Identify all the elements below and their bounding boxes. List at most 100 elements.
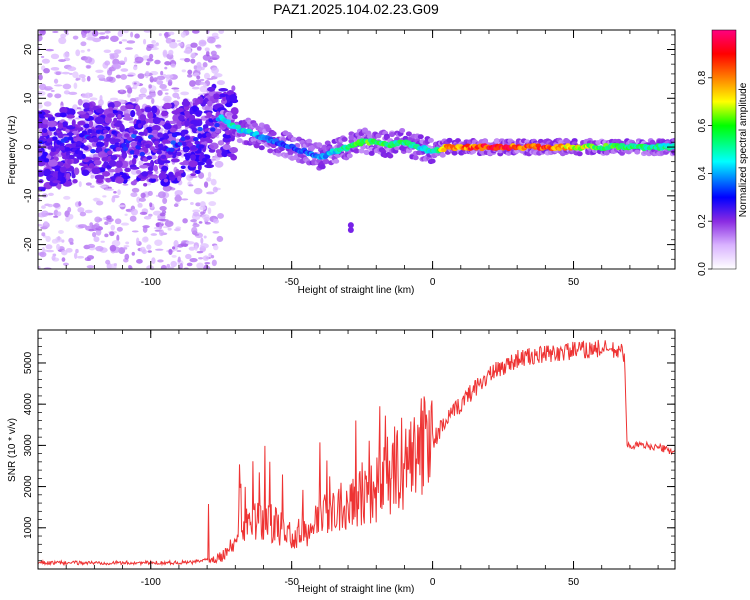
noise-blob [158, 33, 162, 37]
envelope-blob [270, 131, 277, 137]
noise-blob [93, 236, 100, 243]
cloud-blob [115, 176, 124, 184]
noise-blob [189, 258, 198, 263]
cloud-blob [131, 157, 137, 165]
cloud-blob [206, 100, 213, 107]
cloud-blob [190, 154, 197, 161]
cloud-blob [122, 117, 133, 121]
noise-blob [61, 257, 66, 262]
cloud-blob [163, 178, 169, 183]
noise-blob [146, 58, 154, 62]
noise-blob [143, 30, 152, 33]
noise-blob [123, 30, 129, 34]
noise-blob [137, 202, 143, 208]
ridge-blob [64, 147, 71, 152]
noise-blob [113, 63, 122, 70]
noise-blob [138, 160, 144, 166]
noise-blob [136, 258, 143, 264]
noise-blob [116, 226, 123, 232]
cloud-blob [150, 177, 157, 183]
noise-blob [167, 227, 172, 231]
noise-blob [146, 265, 154, 269]
noise-blob [56, 211, 62, 217]
noise-blob [192, 30, 200, 34]
noise-blob [56, 243, 61, 251]
noise-blob [89, 97, 98, 101]
envelope-blob [358, 148, 365, 154]
y-tick-label: 4000 [23, 393, 34, 416]
noise-blob [168, 248, 173, 255]
x-tick-label: -100 [141, 577, 161, 588]
envelope-blob [439, 152, 446, 158]
noise-blob [149, 53, 154, 59]
ridge-blob [169, 147, 175, 152]
noise-blob [188, 184, 194, 187]
noise-blob [212, 231, 220, 234]
noise-blob [135, 170, 142, 175]
cloud-blob [123, 113, 131, 118]
cloud-blob [85, 157, 93, 161]
noise-blob [72, 35, 79, 40]
noise-blob [176, 96, 181, 100]
ridge-blob [194, 140, 201, 146]
cloud-blob [190, 144, 198, 151]
ridge-blob [225, 119, 232, 124]
noise-blob [160, 70, 164, 76]
ridge-blob [145, 144, 151, 149]
cloud-blob [138, 131, 145, 136]
noise-blob [182, 218, 188, 224]
noise-blob [119, 89, 124, 93]
noise-blob [199, 41, 207, 45]
noise-blob [39, 30, 46, 36]
noise-blob [179, 262, 183, 269]
ridge-blob [193, 136, 199, 142]
noise-blob [204, 221, 211, 225]
noise-blob [181, 198, 189, 201]
noise-blob [89, 185, 95, 188]
cloud-blob [62, 121, 68, 128]
envelope-blob [341, 136, 348, 142]
cloud-blob [66, 132, 74, 136]
ridge-blob [83, 146, 89, 151]
snr-y-axis-label: SNR (10 * v/v) [7, 418, 18, 482]
cloud-blob [207, 86, 216, 92]
cloud-blob [122, 173, 128, 179]
colorbar-label: Normalized spectral amplitude [738, 82, 749, 217]
noise-blob [195, 202, 201, 207]
cloud-blob [143, 128, 148, 137]
cloud-blob [52, 180, 61, 184]
cloud-blob [57, 122, 64, 130]
snr-frame [37, 329, 676, 570]
noise-blob [129, 265, 133, 269]
envelope-blob [306, 138, 313, 144]
noise-blob [48, 192, 54, 196]
noise-blob [211, 259, 217, 267]
noise-blob [38, 103, 43, 109]
cloud-blob [130, 180, 137, 186]
noise-blob [96, 200, 104, 206]
noise-blob [123, 245, 130, 248]
noise-blob [190, 219, 197, 223]
cloud-blob [96, 178, 104, 184]
noise-blob [193, 187, 203, 195]
cloud-blob [152, 116, 161, 125]
noise-blob [213, 73, 223, 78]
ridge-blob [95, 129, 102, 134]
cloud-blob [113, 117, 118, 124]
noise-blob [162, 197, 168, 204]
ridge-blob [160, 154, 167, 159]
noise-blob [125, 241, 130, 245]
ridge-blob [63, 136, 69, 142]
noise-blob [61, 239, 65, 243]
cloud-blob [115, 160, 123, 168]
noise-blob [147, 250, 152, 253]
noise-blob [158, 229, 165, 237]
noise-blob [141, 249, 147, 255]
noise-blob [85, 182, 92, 186]
cloud-blob [56, 181, 62, 190]
noise-blob [218, 30, 225, 34]
envelope-blob [333, 158, 340, 164]
spectrogram-heatmap [38, 30, 675, 269]
cloud-blob [119, 137, 124, 144]
envelope-blob [564, 139, 571, 145]
